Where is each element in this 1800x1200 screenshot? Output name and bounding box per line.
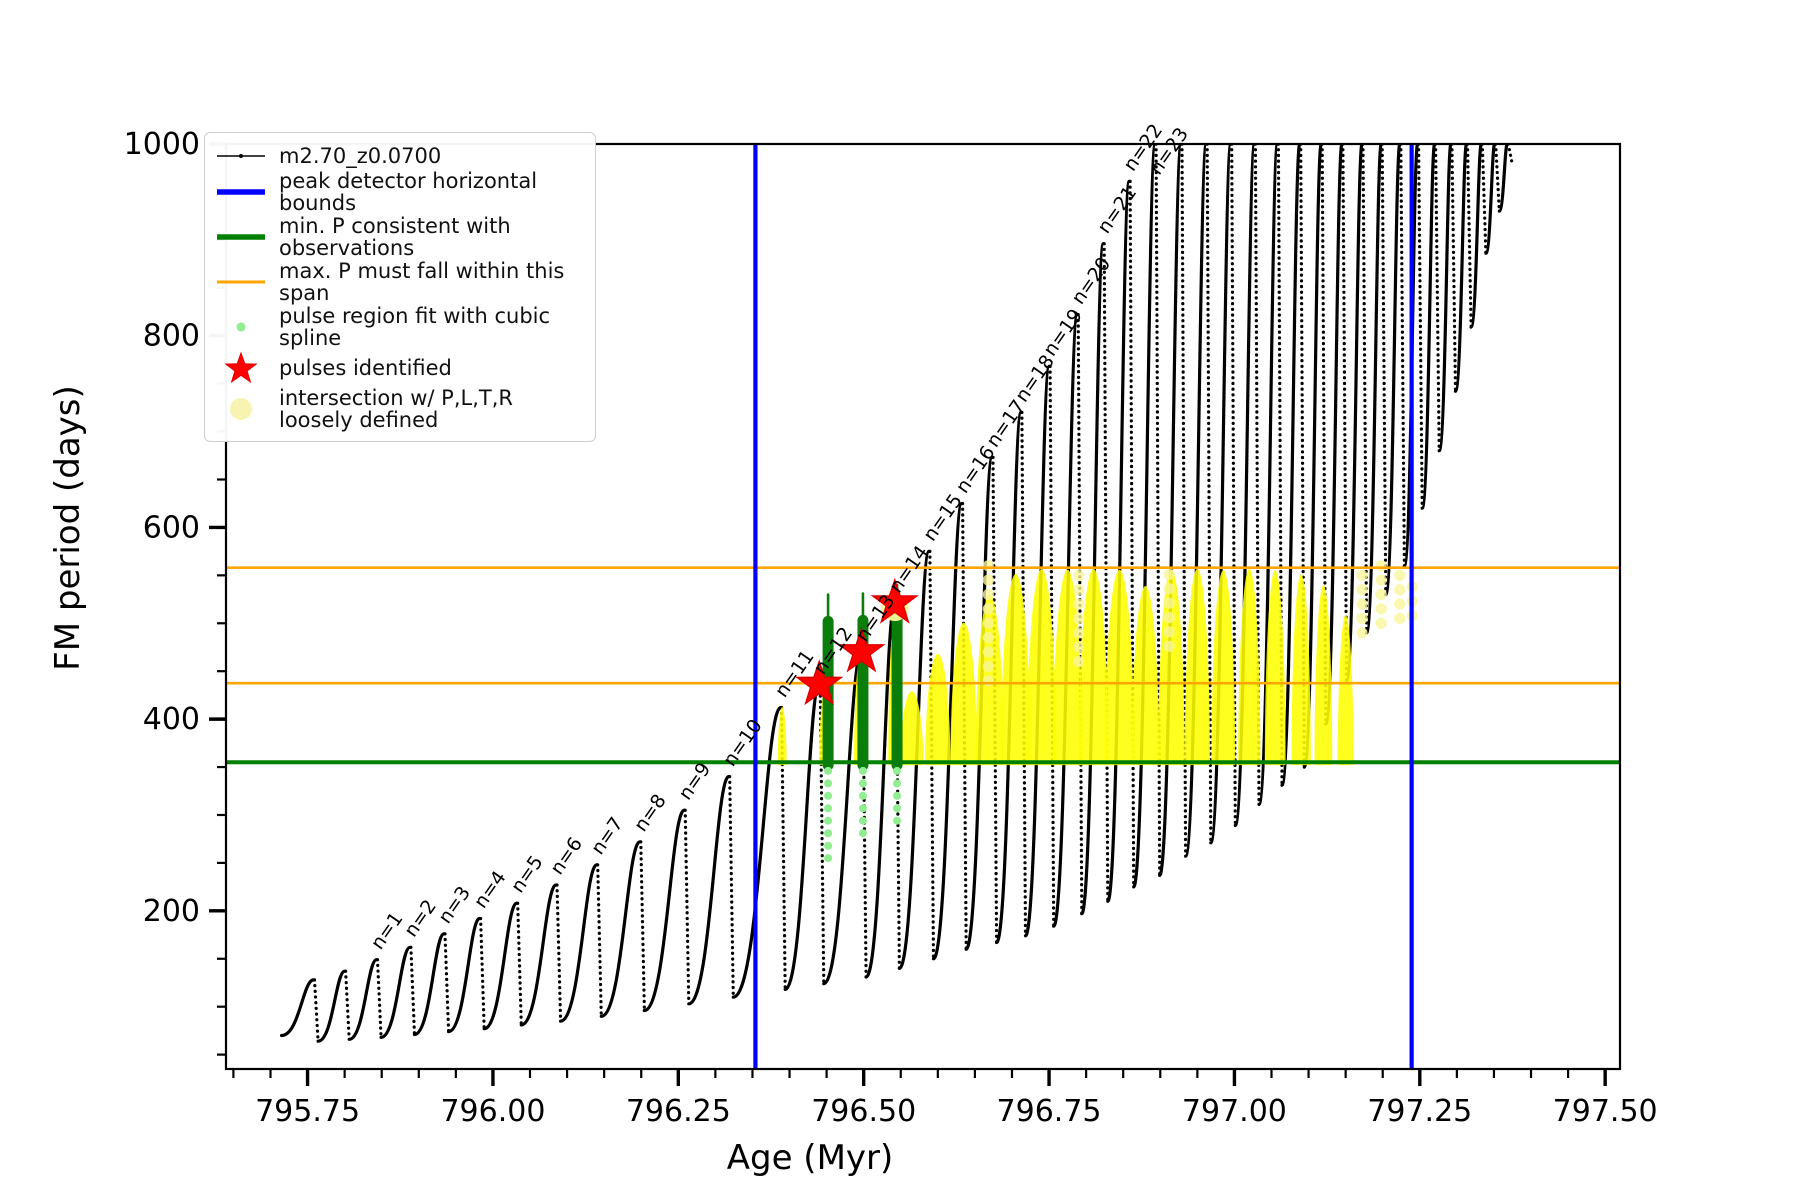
- y-tick-label: 400: [143, 702, 200, 737]
- legend-item-pulses: pulses identified: [215, 350, 585, 386]
- svg-text:n=21: n=21: [1093, 182, 1141, 237]
- legend-label-min-P: min. P consistent with observations: [279, 214, 511, 261]
- legend-item-intersection: intersection w/ P,L,T,R loosely defined: [215, 387, 585, 431]
- x-tick-label: 796.25: [626, 1094, 731, 1129]
- legend-label-peak-bounds: peak detector horizontal bounds: [279, 169, 538, 216]
- x-tick-label: 795.75: [255, 1094, 360, 1129]
- pulse-star-1: [795, 659, 844, 706]
- x-tick-label: 796.50: [811, 1094, 916, 1129]
- series-curve-m2.70_z0.0700: [280, 144, 1514, 1043]
- reference-lines: [226, 144, 1620, 1069]
- x-tick-label: 797.25: [1367, 1094, 1472, 1129]
- pulse-star-2: [837, 626, 886, 673]
- legend-label-series: m2.70_z0.0700: [279, 143, 442, 168]
- legend-item-peak-bounds: peak detector horizontal bounds: [215, 170, 585, 214]
- green-thick-line-icon: [215, 230, 267, 244]
- axes: 795.75 796.00 796.25 796.50 796.75 797.00 797.…: [124, 127, 1658, 1129]
- legend-label-pulses: pulses identified: [279, 356, 452, 381]
- pulse-star-3: [870, 577, 919, 624]
- svg-text:n=9: n=9: [674, 759, 715, 804]
- pale-yellow-dot-icon: [215, 394, 267, 424]
- svg-text:n=18: n=18: [1011, 351, 1059, 406]
- legend-item-max-P: max. P must fall within this span: [215, 260, 585, 304]
- legend-box: m2.70_z0.0700 peak detector horizontal b…: [204, 132, 596, 443]
- x-tick-label: 797.00: [1182, 1094, 1287, 1129]
- y-tick-label: 200: [143, 894, 200, 929]
- red-star-icon: [215, 350, 267, 386]
- legend-label-spline: pulse region fit with cubic spline: [279, 304, 551, 351]
- svg-text:n=19: n=19: [1039, 305, 1087, 360]
- svg-text:n=6: n=6: [546, 833, 587, 878]
- intersection-region: [777, 560, 1418, 766]
- legend-label-intersection: intersection w/ P,L,T,R loosely defined: [279, 386, 513, 433]
- svg-text:n=8: n=8: [630, 790, 671, 835]
- legend-label-max-P: max. P must fall within this span: [279, 259, 565, 306]
- y-tick-label: 800: [143, 319, 200, 354]
- legend-item-spline: pulse region fit with cubic spline: [215, 305, 585, 349]
- svg-text:n=3: n=3: [434, 882, 475, 927]
- x-tick-label: 796.75: [997, 1094, 1102, 1129]
- svg-text:n=2: n=2: [400, 896, 441, 941]
- y-tick-label: 600: [143, 510, 200, 545]
- x-axis-title: Age (Myr): [726, 1138, 894, 1178]
- series-line-with-marker-icon: [215, 149, 267, 163]
- svg-text:n=7: n=7: [587, 813, 628, 858]
- svg-text:n=5: n=5: [507, 852, 548, 897]
- legend-item-series: m2.70_z0.0700: [215, 143, 585, 169]
- svg-text:n=4: n=4: [470, 867, 511, 912]
- y-axis-title: FM period (days): [48, 385, 88, 671]
- y-tick-label: 1000: [124, 127, 200, 162]
- mint-dot-icon: [215, 319, 267, 335]
- x-tick-label: 796.00: [440, 1094, 545, 1129]
- x-tick-label: 797.50: [1553, 1094, 1658, 1129]
- blue-thick-line-icon: [215, 185, 267, 199]
- svg-text:n=1: n=1: [367, 908, 408, 953]
- orange-line-icon: [215, 275, 267, 289]
- pulse-stars: [795, 577, 919, 706]
- legend-item-min-P: min. P consistent with observations: [215, 215, 585, 259]
- svg-text:n=20: n=20: [1067, 253, 1115, 308]
